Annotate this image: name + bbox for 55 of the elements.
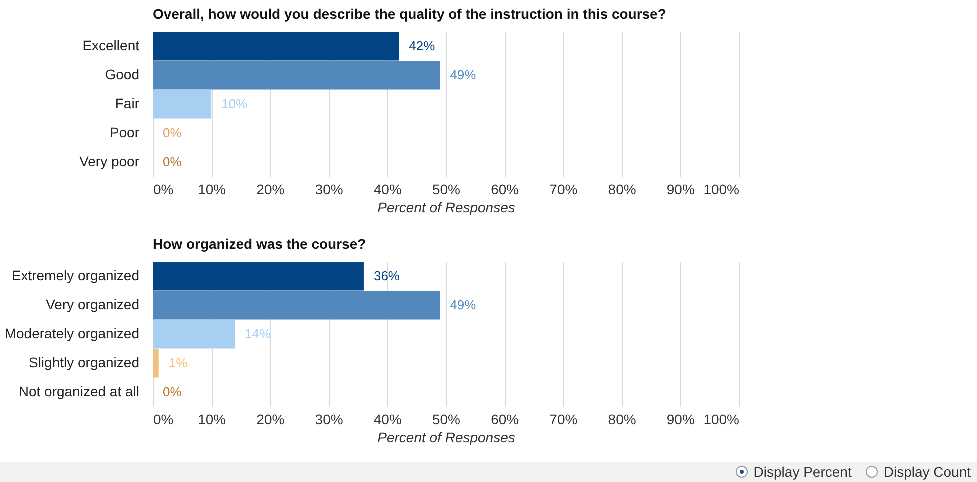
x-tick-label: 60% <box>491 412 520 428</box>
x-tick-label: 60% <box>491 182 520 198</box>
y-tick-label: Very organized <box>46 296 140 312</box>
x-tick-label: 0% <box>154 412 174 428</box>
x-tick-label: 90% <box>666 412 695 428</box>
y-tick-label: Good <box>105 66 140 82</box>
x-tick-label: 10% <box>198 412 226 428</box>
data-label: 49% <box>450 298 477 312</box>
x-tick-label: 20% <box>256 412 285 428</box>
bar <box>153 349 159 378</box>
data-label: 10% <box>222 96 248 112</box>
x-tick-label: 100% <box>704 182 740 198</box>
x-tick-label: 30% <box>315 182 344 198</box>
data-label: 42% <box>409 38 436 54</box>
chart-title: How organized was the course? <box>153 236 366 252</box>
x-axis-title: Percent of Responses <box>378 200 516 216</box>
x-tick-label: 50% <box>432 412 461 428</box>
x-tick-label: 30% <box>315 412 344 428</box>
y-tick-label: Poor <box>110 124 140 140</box>
x-tick-label: 80% <box>608 412 636 428</box>
bar <box>153 262 364 291</box>
x-tick-label: 40% <box>374 412 402 428</box>
bar <box>153 291 440 320</box>
data-label: 0% <box>163 126 182 140</box>
y-tick-label: Fair <box>115 96 140 112</box>
y-tick-label: Moderately organized <box>4 326 140 342</box>
y-tick-label: Excellent <box>82 38 140 54</box>
data-label: 14% <box>245 326 272 342</box>
bar <box>153 320 236 349</box>
data-label: 36% <box>374 268 400 284</box>
x-tick-label: 90% <box>666 182 695 198</box>
data-label: 0% <box>163 154 182 170</box>
y-tick-label: Very poor <box>80 154 140 170</box>
x-axis-title: Percent of Responses <box>378 430 516 446</box>
x-tick-label: 80% <box>608 182 636 198</box>
y-tick-label: Not organized at all <box>18 384 140 400</box>
x-tick-label: 50% <box>432 182 461 198</box>
x-tick-label: 100% <box>704 412 740 428</box>
y-tick-label: Extremely organized <box>12 268 140 284</box>
x-tick-label: 70% <box>550 412 578 428</box>
data-label: 1% <box>168 356 188 370</box>
y-tick-label: Slightly organized <box>28 354 140 370</box>
data-label: 0% <box>163 384 182 400</box>
x-tick-label: 70% <box>550 182 578 198</box>
bar <box>153 32 400 61</box>
x-tick-label: 0% <box>154 182 174 198</box>
bar <box>153 61 440 90</box>
data-label: 49% <box>450 68 477 82</box>
text: Display Percent <box>754 464 852 480</box>
bar <box>153 90 212 119</box>
chart-title: Overall, how would you describe the quality of the instruction in this course? <box>153 6 666 22</box>
x-tick-label: 10% <box>198 182 226 198</box>
x-tick-label: 20% <box>256 182 285 198</box>
text: Display Count <box>884 464 971 480</box>
x-tick-label: 40% <box>374 182 402 198</box>
